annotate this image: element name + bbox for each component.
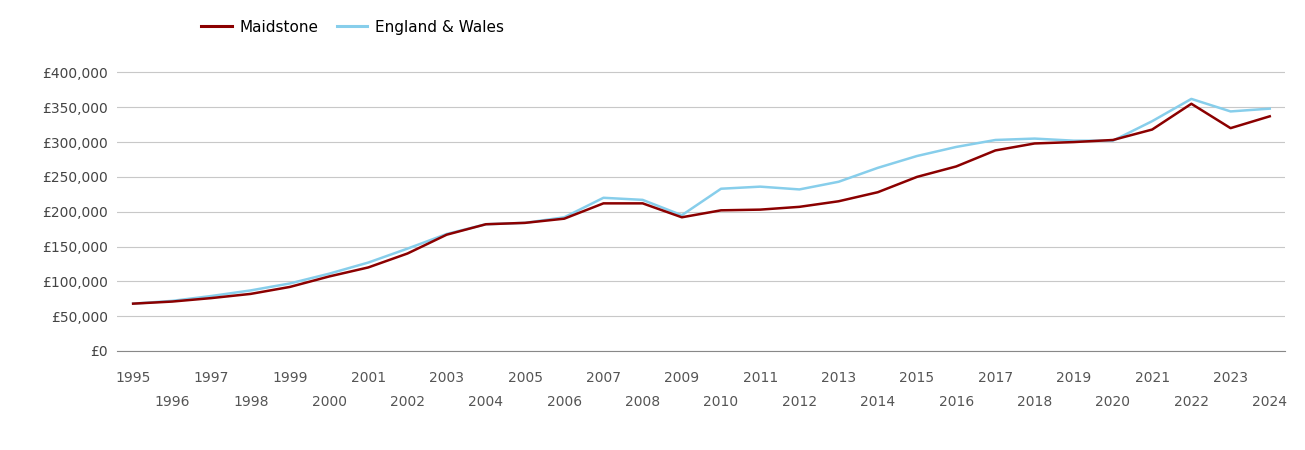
Text: 2021: 2021 bbox=[1134, 372, 1169, 386]
Maidstone bbox=[321, 274, 337, 279]
England & Wales bbox=[1223, 109, 1238, 114]
Maidstone bbox=[164, 299, 180, 304]
Text: 2003: 2003 bbox=[429, 372, 465, 386]
England & Wales bbox=[478, 221, 493, 227]
Maidstone bbox=[949, 164, 964, 169]
Maidstone bbox=[1184, 101, 1199, 107]
Text: 1997: 1997 bbox=[194, 372, 230, 386]
Line: Maidstone: Maidstone bbox=[133, 104, 1270, 304]
Text: 2022: 2022 bbox=[1174, 395, 1208, 409]
Text: 2007: 2007 bbox=[586, 372, 621, 386]
Text: 2012: 2012 bbox=[782, 395, 817, 409]
England & Wales bbox=[204, 293, 219, 299]
Maidstone bbox=[125, 301, 141, 306]
Text: 2014: 2014 bbox=[860, 395, 895, 409]
Maidstone bbox=[792, 204, 808, 210]
England & Wales bbox=[125, 301, 141, 306]
England & Wales bbox=[634, 197, 650, 202]
Maidstone bbox=[556, 216, 572, 221]
England & Wales bbox=[714, 186, 729, 191]
England & Wales bbox=[556, 215, 572, 220]
Text: 2002: 2002 bbox=[390, 395, 425, 409]
Text: 2001: 2001 bbox=[351, 372, 386, 386]
England & Wales bbox=[949, 144, 964, 150]
Text: 2004: 2004 bbox=[468, 395, 504, 409]
Text: 2000: 2000 bbox=[312, 395, 347, 409]
Text: 2018: 2018 bbox=[1017, 395, 1052, 409]
Text: 2008: 2008 bbox=[625, 395, 660, 409]
England & Wales bbox=[1262, 106, 1278, 111]
Text: 2009: 2009 bbox=[664, 372, 699, 386]
Text: 2023: 2023 bbox=[1214, 372, 1248, 386]
Maidstone bbox=[753, 207, 769, 212]
Maidstone bbox=[673, 215, 689, 220]
Text: 2010: 2010 bbox=[703, 395, 739, 409]
England & Wales bbox=[988, 137, 1004, 143]
Maidstone bbox=[1223, 126, 1238, 131]
England & Wales bbox=[360, 260, 376, 265]
Text: 2011: 2011 bbox=[743, 372, 778, 386]
Maidstone bbox=[204, 295, 219, 301]
Maidstone bbox=[478, 221, 493, 227]
Maidstone bbox=[634, 201, 650, 206]
England & Wales bbox=[1105, 138, 1121, 144]
Text: 2020: 2020 bbox=[1095, 395, 1130, 409]
Text: 2017: 2017 bbox=[977, 372, 1013, 386]
England & Wales bbox=[831, 179, 847, 184]
England & Wales bbox=[870, 165, 886, 171]
Maidstone bbox=[870, 189, 886, 195]
Text: 2013: 2013 bbox=[821, 372, 856, 386]
Maidstone bbox=[1105, 137, 1121, 143]
England & Wales bbox=[1027, 136, 1043, 141]
Maidstone bbox=[517, 220, 532, 225]
Legend: Maidstone, England & Wales: Maidstone, England & Wales bbox=[196, 14, 510, 40]
Maidstone bbox=[1262, 113, 1278, 119]
England & Wales bbox=[1066, 138, 1082, 144]
Text: 2005: 2005 bbox=[508, 372, 543, 386]
England & Wales bbox=[517, 220, 532, 225]
Maidstone bbox=[831, 198, 847, 204]
Text: 2015: 2015 bbox=[899, 372, 934, 386]
Maidstone bbox=[595, 201, 611, 206]
England & Wales bbox=[282, 281, 298, 286]
Maidstone bbox=[1144, 127, 1160, 132]
England & Wales bbox=[792, 187, 808, 192]
Text: 1996: 1996 bbox=[154, 395, 191, 409]
Maidstone bbox=[438, 232, 454, 238]
Maidstone bbox=[714, 207, 729, 213]
Maidstone bbox=[910, 174, 925, 180]
England & Wales bbox=[1144, 118, 1160, 124]
England & Wales bbox=[399, 246, 415, 251]
Maidstone bbox=[1066, 140, 1082, 145]
England & Wales bbox=[438, 231, 454, 237]
England & Wales bbox=[595, 195, 611, 201]
England & Wales bbox=[910, 153, 925, 159]
Maidstone bbox=[360, 265, 376, 270]
Maidstone bbox=[243, 291, 258, 297]
Text: 2016: 2016 bbox=[938, 395, 974, 409]
Maidstone bbox=[988, 148, 1004, 153]
Text: 2006: 2006 bbox=[547, 395, 582, 409]
England & Wales bbox=[1184, 96, 1199, 102]
Maidstone bbox=[1027, 141, 1043, 146]
Line: England & Wales: England & Wales bbox=[133, 99, 1270, 304]
England & Wales bbox=[243, 288, 258, 293]
Text: 1998: 1998 bbox=[234, 395, 269, 409]
England & Wales bbox=[673, 212, 689, 218]
Text: 1995: 1995 bbox=[115, 372, 151, 386]
Maidstone bbox=[399, 251, 415, 256]
England & Wales bbox=[753, 184, 769, 189]
Maidstone bbox=[282, 284, 298, 290]
Text: 1999: 1999 bbox=[273, 372, 308, 386]
England & Wales bbox=[164, 298, 180, 304]
England & Wales bbox=[321, 271, 337, 276]
Text: 2024: 2024 bbox=[1253, 395, 1287, 409]
Text: 2019: 2019 bbox=[1056, 372, 1091, 386]
